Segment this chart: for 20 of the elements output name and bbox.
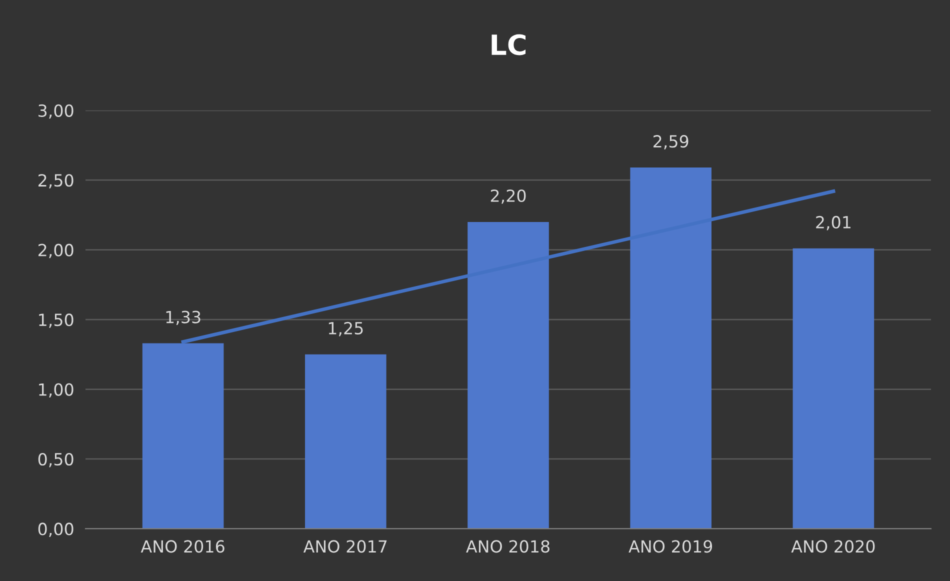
x-tick-label: ANO 2019 bbox=[628, 540, 712, 553]
y-tick-label: 0,50 bbox=[38, 452, 74, 468]
bar bbox=[305, 354, 386, 529]
y-tick-label: 2,00 bbox=[38, 244, 74, 258]
y-tick-label: 1,00 bbox=[39, 383, 74, 398]
data-label: 2,20 bbox=[490, 189, 526, 204]
x-tick-label: ANO 2017 bbox=[303, 540, 387, 553]
x-tick-label: ANO 2020 bbox=[791, 540, 875, 553]
bar bbox=[792, 248, 874, 529]
x-tick-label: ANO 2018 bbox=[466, 540, 550, 553]
data-label: 2,01 bbox=[816, 216, 850, 230]
data-label: 1,25 bbox=[328, 322, 363, 336]
x-tick-label: ANO 2016 bbox=[140, 540, 224, 553]
chart-title: LC bbox=[492, 34, 526, 56]
y-tick-label: 2,50 bbox=[38, 174, 74, 188]
data-label: 1,33 bbox=[166, 310, 200, 326]
y-tick-label: 3,00 bbox=[38, 104, 74, 119]
data-label: 2,59 bbox=[654, 135, 688, 150]
y-tick-label: 0,00 bbox=[38, 522, 74, 537]
y-tick-label: 1,50 bbox=[39, 314, 74, 328]
